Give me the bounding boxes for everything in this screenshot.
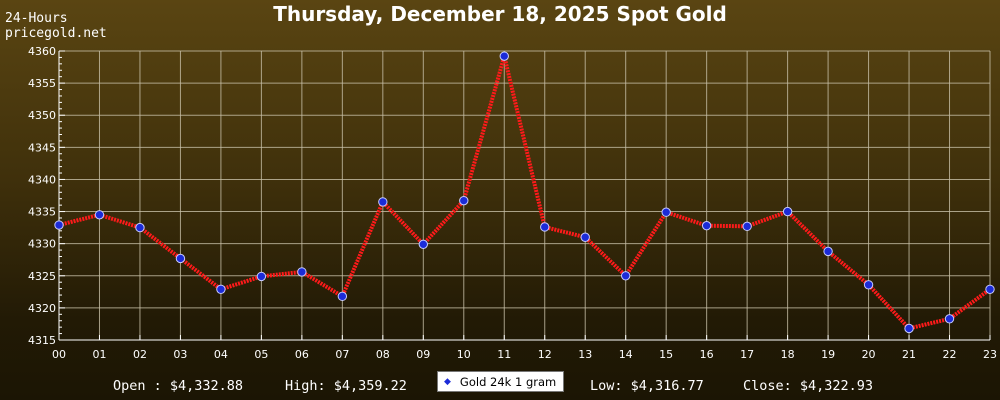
y-tick-label: 4345 (28, 141, 56, 154)
x-tick-label: 21 (902, 348, 916, 361)
x-tick-label: 01 (92, 348, 106, 361)
x-tick-label: 03 (173, 348, 187, 361)
data-point (135, 222, 145, 233)
data-point (985, 284, 995, 294)
y-tick-label: 4355 (28, 77, 56, 90)
x-tick-label: 22 (943, 348, 957, 361)
data-point (216, 284, 226, 294)
data-point (823, 246, 833, 257)
x-tick-label: 17 (740, 348, 754, 361)
legend-label: Gold 24k 1 gram (459, 374, 557, 389)
close-stat: Close: $4,322.93 (743, 378, 874, 394)
data-point (256, 271, 267, 282)
data-point (620, 271, 631, 281)
x-tick-label: 20 (862, 348, 876, 361)
x-tick-label: 07 (335, 348, 349, 361)
x-tick-label: 23 (983, 348, 997, 361)
legend: ◆ Gold 24k 1 gram (437, 371, 564, 392)
series-line (58, 54, 992, 331)
x-tick-label: 16 (700, 348, 714, 361)
x-tick-label: 10 (457, 348, 471, 361)
period-label: 24-Hours (5, 11, 68, 26)
data-point (378, 197, 388, 207)
x-tick-label: 18 (781, 348, 795, 361)
open-stat: Open : $4,332.88 (113, 378, 244, 394)
x-tick-label: 02 (133, 348, 147, 361)
y-tick-label: 4315 (28, 334, 56, 347)
x-tick-label: 19 (821, 348, 835, 361)
data-point (499, 51, 509, 61)
x-tick-label: 04 (214, 348, 228, 361)
x-tick-label: 00 (52, 348, 66, 361)
x-tick-label: 09 (416, 348, 430, 361)
x-tick-label: 14 (619, 348, 633, 361)
data-point (944, 314, 955, 324)
data-point (459, 195, 469, 206)
x-tick-label: 11 (497, 348, 511, 361)
grid-lines (58, 50, 991, 341)
site-label: pricegold.net (5, 26, 107, 41)
data-point (54, 220, 64, 230)
data-point (863, 280, 874, 290)
data-point (661, 207, 671, 217)
data-point (337, 291, 348, 302)
legend-diamond-icon: ◆ (444, 376, 451, 387)
chart-title: Thursday, December 18, 2025 Spot Gold (273, 2, 727, 26)
y-tick-label: 4330 (28, 238, 56, 251)
data-point (418, 239, 429, 250)
x-tick-label: 08 (376, 348, 390, 361)
x-tick-label: 13 (578, 348, 592, 361)
data-point (782, 206, 793, 217)
tick-labels: 4315 4320 4325 4330 4335 4340 4345 4350 4355 4360… (28, 45, 997, 361)
data-point (742, 221, 752, 232)
y-tick-label: 4360 (28, 45, 56, 58)
x-tick-label: 15 (659, 348, 673, 361)
y-tick-label: 4335 (28, 206, 56, 219)
series-line-layer (58, 54, 992, 331)
x-tick-label: 12 (538, 348, 552, 361)
x-tick-label: 06 (295, 348, 309, 361)
data-point (904, 323, 914, 334)
y-tick-label: 4340 (28, 173, 56, 186)
y-tick-label: 4350 (28, 109, 56, 122)
high-stat: High: $4,359.22 (285, 378, 407, 394)
low-stat: Low: $4,316.77 (590, 378, 704, 394)
data-point (297, 267, 307, 277)
data-points (54, 51, 995, 334)
data-point (701, 220, 712, 231)
y-tick-label: 4320 (28, 302, 56, 315)
data-point (175, 253, 186, 264)
x-tick-label: 05 (254, 348, 268, 361)
axes (58, 50, 991, 341)
data-point (94, 210, 105, 220)
y-tick-label: 4325 (28, 270, 56, 283)
data-point (580, 232, 590, 242)
data-point (540, 222, 550, 232)
